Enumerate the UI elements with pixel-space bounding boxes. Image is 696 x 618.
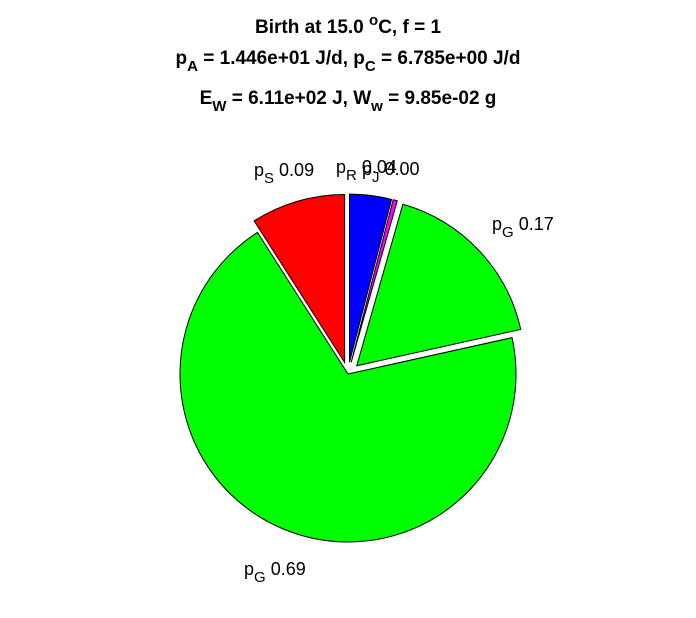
pie-slice-pr-0	[349, 193, 393, 363]
slice-label-1: pJ 0.00	[362, 159, 420, 186]
pie-slice-pj-1	[350, 199, 398, 363]
slice-label-2: pG 0.17	[492, 214, 554, 241]
chart-title: Birth at 15.0 oC, f = 1 pA = 1.446e+01 J/…	[176, 12, 521, 115]
title-line-2: pA = 1.446e+01 J/d, pC = 6.785e+00 J/d	[176, 48, 521, 75]
pie-slice-ps-4	[253, 193, 346, 365]
title-line-3: EW = 6.11e+02 J, Ww = 9.85e-02 g	[200, 88, 497, 115]
slice-label-4: pS 0.09	[254, 160, 314, 187]
pie-slices	[179, 193, 522, 543]
title-line-1: Birth at 15.0 oC, f = 1	[255, 12, 441, 38]
slice-label-3: pG 0.69	[244, 559, 306, 586]
pie-slice-pg-3	[179, 231, 517, 543]
slice-label-0: pR 0.04	[336, 157, 397, 184]
pie-slice-pg-2	[356, 203, 522, 367]
